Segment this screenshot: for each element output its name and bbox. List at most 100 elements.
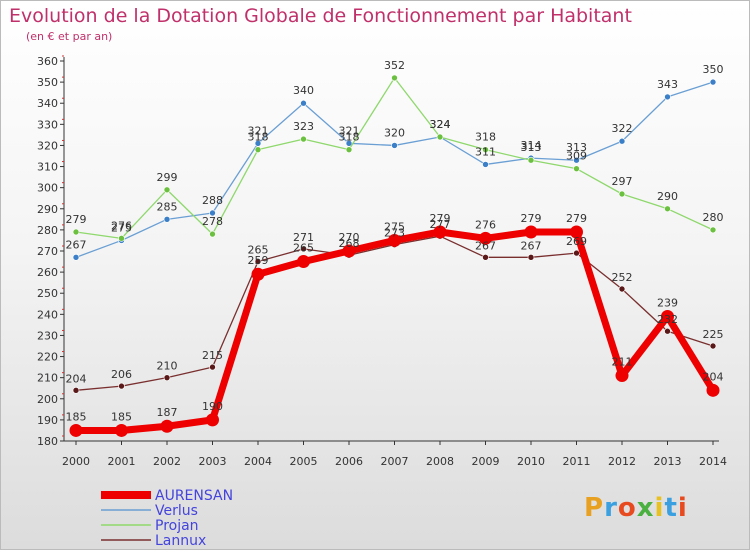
- data-point: [163, 216, 171, 223]
- data-label: 187: [157, 406, 178, 419]
- chart-title: Evolution de la Dotation Globale de Fonc…: [9, 5, 632, 27]
- data-point: [527, 254, 535, 261]
- legend-label: Projan: [155, 518, 199, 534]
- x-tick-label: 2000: [62, 455, 90, 468]
- y-tick-label: 320: [37, 139, 58, 152]
- data-label: 204: [66, 372, 87, 385]
- data-label: 271: [293, 231, 314, 244]
- x-tick-label: 2005: [290, 455, 318, 468]
- data-label: 276: [111, 219, 132, 232]
- x-tick-label: 2009: [472, 455, 500, 468]
- legend-label: Verlus: [155, 503, 198, 519]
- x-tick-label: 2003: [199, 455, 227, 468]
- y-tick-label: 260: [37, 266, 58, 279]
- data-point: [342, 244, 356, 258]
- data-point: [160, 419, 174, 433]
- data-point: [72, 387, 80, 394]
- data-label: 267: [521, 239, 542, 252]
- data-label: 322: [612, 122, 633, 135]
- data-label: 313: [566, 141, 587, 154]
- data-label: 239: [657, 296, 678, 309]
- data-point: [254, 146, 262, 153]
- data-label: 259: [248, 254, 269, 267]
- data-label: 265: [293, 242, 314, 255]
- data-point: [524, 225, 538, 239]
- data-point: [391, 142, 398, 149]
- data-label: 321: [248, 124, 269, 137]
- data-label: 185: [111, 410, 132, 423]
- data-label: 190: [202, 400, 223, 413]
- series-line-projan: [75, 77, 714, 239]
- data-label: 215: [202, 349, 223, 362]
- data-label: 352: [384, 59, 405, 72]
- data-point: [254, 258, 262, 265]
- data-point: [300, 245, 307, 253]
- data-label: 323: [293, 120, 314, 133]
- data-label: 324: [430, 118, 451, 131]
- data-label: 318: [475, 131, 496, 144]
- data-point: [388, 233, 401, 247]
- data-label: 270: [339, 231, 360, 244]
- data-label: 321: [339, 124, 360, 137]
- data-point: [709, 226, 717, 234]
- data-point: [163, 374, 171, 381]
- x-tick-label: 2010: [517, 455, 545, 468]
- data-label: 273: [384, 227, 405, 240]
- y-tick-label: 190: [37, 414, 58, 427]
- data-label: 340: [293, 84, 314, 97]
- data-point: [436, 133, 444, 141]
- data-point: [300, 135, 307, 143]
- y-tick-label: 330: [37, 118, 58, 131]
- chart-subtitle: (en € et par an): [26, 30, 113, 43]
- data-point: [118, 382, 125, 390]
- x-tick-label: 2014: [699, 455, 727, 468]
- x-tick-label: 2012: [608, 455, 636, 468]
- data-label: 350: [703, 63, 724, 76]
- data-point: [209, 230, 216, 238]
- data-point: [706, 383, 720, 397]
- data-label: 269: [566, 235, 587, 248]
- x-tick-label: 2007: [381, 455, 409, 468]
- data-label: 204: [703, 370, 724, 383]
- data-label: 285: [157, 200, 178, 213]
- data-point: [297, 255, 310, 269]
- data-point: [573, 156, 580, 164]
- y-tick-label: 210: [37, 372, 58, 385]
- data-label: 206: [111, 368, 132, 381]
- y-tick-label: 290: [37, 203, 58, 216]
- data-label: 267: [475, 239, 496, 252]
- y-tick-label: 360: [37, 55, 58, 68]
- data-point: [69, 423, 83, 437]
- data-point: [254, 140, 262, 147]
- data-point: [570, 225, 583, 239]
- y-tick-label: 340: [37, 97, 58, 110]
- data-label: 279: [430, 212, 451, 225]
- data-point: [115, 423, 128, 437]
- y-tick-label: 230: [37, 329, 58, 342]
- data-label: 275: [111, 221, 132, 234]
- data-label: 288: [202, 194, 223, 207]
- x-tick-label: 2006: [335, 455, 363, 468]
- data-point: [209, 363, 216, 371]
- data-label: 276: [475, 218, 496, 231]
- data-point: [391, 74, 398, 82]
- x-tick-label: 2011: [563, 455, 591, 468]
- data-point: [433, 225, 447, 239]
- data-label: 275: [384, 220, 405, 233]
- data-label: 267: [66, 238, 87, 251]
- data-label: 311: [475, 145, 496, 158]
- data-point: [664, 93, 671, 101]
- data-label: 343: [657, 78, 678, 91]
- data-point: [664, 327, 671, 335]
- data-label: 278: [202, 215, 223, 228]
- data-label: 309: [566, 150, 587, 163]
- data-point: [300, 99, 307, 107]
- data-point: [118, 235, 125, 242]
- y-tick-label: 310: [37, 161, 58, 174]
- data-label: 324: [430, 118, 451, 131]
- data-point: [573, 165, 580, 172]
- data-point: [618, 285, 626, 293]
- x-tick-label: 2008: [426, 455, 454, 468]
- y-tick-label: 180: [37, 435, 58, 448]
